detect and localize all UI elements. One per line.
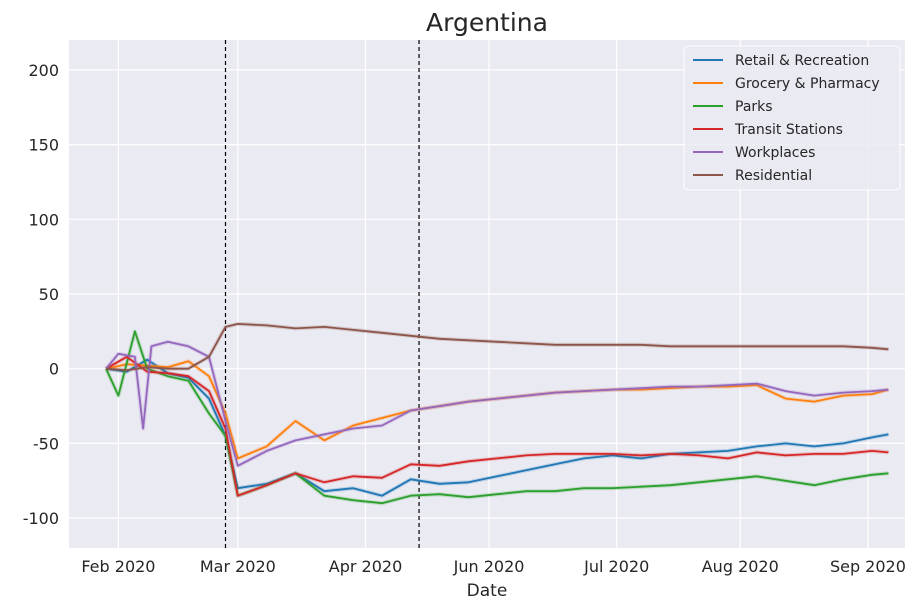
y-axis-ticks: -100 -50 0 50 100 150 200 [23,61,59,528]
series-line [105,358,889,497]
legend-label: Retail & Recreation [735,53,869,69]
legend-label: Workplaces [735,145,815,161]
x-tick-label: Aug 2020 [702,557,779,576]
series-line [106,323,889,372]
x-tick-label: Sep 2020 [830,557,906,576]
x-tick-label: Feb 2020 [81,557,155,576]
legend-box [683,45,901,191]
x-tick-label: Jun 2020 [453,557,525,576]
legend-label: Grocery & Pharmacy [735,76,880,92]
legend-label: Transit Stations [734,122,843,138]
y-tick-label: 200 [28,61,59,80]
y-tick-label: -50 [33,434,59,453]
grid-lines [69,40,905,548]
y-tick-label: 150 [28,136,59,155]
y-tick-label: 100 [28,210,59,229]
x-tick-label: Apr 2020 [329,557,402,576]
series-lines [104,321,890,506]
x-axis-ticks: Feb 2020 Mar 2020 Apr 2020 Jun 2020 Jul 2020… [81,557,906,576]
series-line [105,355,889,497]
x-axis-label: Date [467,581,508,601]
x-tick-label: Mar 2020 [200,557,276,576]
series-line [105,340,889,467]
legend: Retail & Recreation Grocery & Pharmacy Par… [683,45,901,191]
series-line [105,330,889,505]
y-tick-label: 50 [39,285,59,304]
legend-label: Residential [735,168,812,184]
event-markers [224,40,420,548]
legend-label: Parks [735,99,773,115]
x-tick-label: Jul 2020 [583,557,649,576]
y-tick-label: 0 [49,360,59,379]
y-tick-label: -100 [23,509,59,528]
chart-title: Argentina [426,8,548,37]
